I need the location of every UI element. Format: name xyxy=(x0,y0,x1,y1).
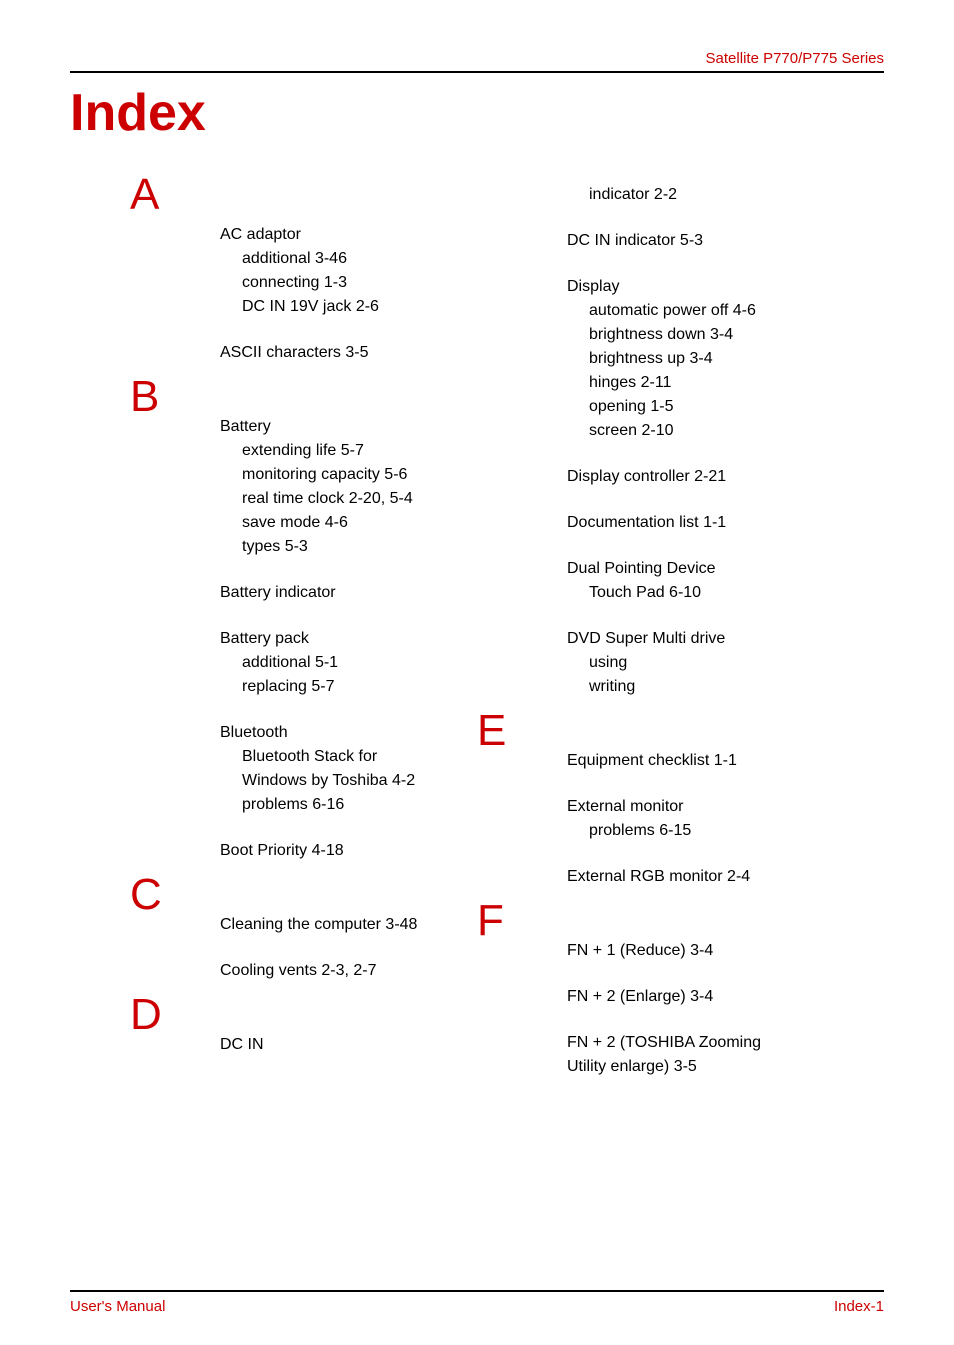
entry-display-controller: Display controller 2-21 xyxy=(567,465,884,489)
entry-head: DC IN xyxy=(220,1033,537,1057)
entry-dc-in-indicator: DC IN indicator 5-3 xyxy=(567,229,884,253)
right-column: indicator 2-2 DC IN indicator 5-3 Displa… xyxy=(537,173,884,1260)
entry-display: Display automatic power off 4-6 brightne… xyxy=(567,275,884,443)
entry-sub: problems 6-15 xyxy=(589,819,884,843)
entry-documentation-list: Documentation list 1-1 xyxy=(567,511,884,535)
entry-sub: brightness down 3-4 xyxy=(589,323,884,347)
page-header: Satellite P770/P775 Series xyxy=(70,50,884,73)
entry-head: FN + 2 (TOSHIBA Zooming xyxy=(567,1031,884,1055)
entry-head: FN + 2 (Enlarge) 3-4 xyxy=(567,985,884,1009)
entry-sub: using xyxy=(589,651,884,675)
entry-battery-indicator: Battery indicator xyxy=(220,581,537,605)
entry-head: External monitor xyxy=(567,795,884,819)
entry-head: AC adaptor xyxy=(220,223,537,247)
entry-dc-in-continued: indicator 2-2 xyxy=(567,183,884,207)
footer-right: Index-1 xyxy=(834,1298,884,1315)
entry-sub: types 5-3 xyxy=(242,535,537,559)
entry-cooling-vents: Cooling vents 2-3, 2-7 xyxy=(220,959,537,983)
entry-sub: real time clock 2-20, 5-4 xyxy=(242,487,537,511)
entry-head: Dual Pointing Device xyxy=(567,557,884,581)
entry-head: Utility enlarge) 3-5 xyxy=(567,1055,884,1079)
entry-head: Battery pack xyxy=(220,627,537,651)
entry-fn-2-zooming: FN + 2 (TOSHIBA Zooming Utility enlarge)… xyxy=(567,1031,884,1079)
entry-head: Equipment checklist 1-1 xyxy=(567,749,884,773)
entry-dc-in: DC IN xyxy=(220,1033,537,1057)
entry-sub: additional 3-46 xyxy=(242,247,537,271)
entry-head: External RGB monitor 2-4 xyxy=(567,865,884,889)
entry-ascii: ASCII characters 3-5 xyxy=(220,341,537,365)
entry-sub: monitoring capacity 5-6 xyxy=(242,463,537,487)
entry-head: Display xyxy=(567,275,884,299)
entry-sub: save mode 4-6 xyxy=(242,511,537,535)
entry-sub: additional 5-1 xyxy=(242,651,537,675)
entry-head: Cooling vents 2-3, 2-7 xyxy=(220,959,537,983)
entry-sub: Windows by Toshiba 4-2 xyxy=(242,769,537,793)
series-label: Satellite P770/P775 Series xyxy=(706,50,884,67)
entry-sub: automatic power off 4-6 xyxy=(589,299,884,323)
entry-sub: writing xyxy=(589,675,884,699)
entry-sub: Touch Pad 6-10 xyxy=(589,581,884,605)
entry-sub: brightness up 3-4 xyxy=(589,347,884,371)
entry-external-rgb: External RGB monitor 2-4 xyxy=(567,865,884,889)
entry-battery-pack: Battery pack additional 5-1 replacing 5-… xyxy=(220,627,537,699)
entry-external-monitor: External monitor problems 6-15 xyxy=(567,795,884,843)
entry-equipment-checklist: Equipment checklist 1-1 xyxy=(567,749,884,773)
entry-fn-1: FN + 1 (Reduce) 3-4 xyxy=(567,939,884,963)
entry-ac-adaptor: AC adaptor additional 3-46 connecting 1-… xyxy=(220,223,537,319)
page-footer: User's Manual Index-1 xyxy=(70,1290,884,1315)
page-title: Index xyxy=(70,83,884,143)
entry-fn-2-enlarge: FN + 2 (Enlarge) 3-4 xyxy=(567,985,884,1009)
entry-sub: replacing 5-7 xyxy=(242,675,537,699)
index-columns: A AC adaptor additional 3-46 connecting … xyxy=(70,173,884,1260)
entry-head: Battery indicator xyxy=(220,581,537,605)
section-letter-a: A xyxy=(130,173,159,217)
entry-sub: indicator 2-2 xyxy=(589,183,884,207)
entry-sub: screen 2-10 xyxy=(589,419,884,443)
section-letter-b: B xyxy=(130,375,159,419)
entry-boot-priority: Boot Priority 4-18 xyxy=(220,839,537,863)
entry-sub: problems 6-16 xyxy=(242,793,537,817)
section-letter-d: D xyxy=(130,993,162,1037)
entry-head: Display controller 2-21 xyxy=(567,465,884,489)
section-letter-c: C xyxy=(130,873,162,917)
section-letter-e: E xyxy=(477,709,506,753)
entry-dvd-super-multi: DVD Super Multi drive using writing xyxy=(567,627,884,699)
entry-sub: DC IN 19V jack 2-6 xyxy=(242,295,537,319)
entry-head: DC IN indicator 5-3 xyxy=(567,229,884,253)
entry-sub: opening 1-5 xyxy=(589,395,884,419)
entry-sub: extending life 5-7 xyxy=(242,439,537,463)
entry-dual-pointing: Dual Pointing Device Touch Pad 6-10 xyxy=(567,557,884,605)
entry-head: FN + 1 (Reduce) 3-4 xyxy=(567,939,884,963)
entry-sub: connecting 1-3 xyxy=(242,271,537,295)
entry-sub: hinges 2-11 xyxy=(589,371,884,395)
entry-head: ASCII characters 3-5 xyxy=(220,341,537,365)
entry-head: Documentation list 1-1 xyxy=(567,511,884,535)
section-letter-f: F xyxy=(477,899,504,943)
entry-head: Battery xyxy=(220,415,537,439)
entry-battery: Battery extending life 5-7 monitoring ca… xyxy=(220,415,537,559)
footer-left: User's Manual xyxy=(70,1298,165,1315)
entry-head: Boot Priority 4-18 xyxy=(220,839,537,863)
entry-head: DVD Super Multi drive xyxy=(567,627,884,651)
